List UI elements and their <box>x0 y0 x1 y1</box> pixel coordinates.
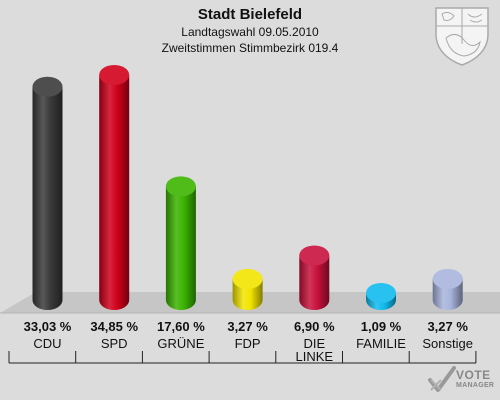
check-mark-icon <box>428 366 456 392</box>
bar-spd <box>99 65 130 310</box>
category-label: LINKE <box>296 349 334 364</box>
category-label: FDP <box>235 336 261 351</box>
category-label: GRÜNE <box>157 336 204 351</box>
vote-manager-logo: VOTE MANAGER <box>428 366 498 396</box>
value-label: 6,90 % <box>294 319 335 334</box>
bar-fdp <box>232 268 263 310</box>
bar-sonstige <box>432 268 463 310</box>
bar-familie <box>366 282 396 310</box>
category-label: SPD <box>101 336 128 351</box>
bar-die-linke <box>299 245 330 310</box>
category-label: FAMILIE <box>356 336 406 351</box>
category-label: CDU <box>33 336 61 351</box>
chart-subtitle-2: Zweitstimmen Stimmbezirk 019.4 <box>161 41 339 55</box>
category-label: Sonstige <box>422 336 473 351</box>
chart-subtitle: Landtagswahl 09.05.2010 <box>181 25 319 39</box>
chart-title: Stadt Bielefeld <box>197 6 303 23</box>
chart-header: Stadt Bielefeld Landtagswahl 09.05.2010 … <box>0 6 500 56</box>
value-label: 1,09 % <box>361 319 402 334</box>
coat-of-arms-icon <box>435 7 489 66</box>
value-label: 3,27 % <box>227 319 268 334</box>
bar-grüne <box>165 176 196 310</box>
value-label: 3,27 % <box>427 319 468 334</box>
category-label: DIE <box>303 336 325 351</box>
value-label: 33,03 % <box>24 319 72 334</box>
value-label: 17,60 % <box>157 319 205 334</box>
logo-text-vote: VOTE <box>456 368 491 382</box>
bar-cdu <box>32 76 63 310</box>
logo-text-manager: MANAGER <box>456 382 495 389</box>
value-label: 34,85 % <box>90 319 138 334</box>
